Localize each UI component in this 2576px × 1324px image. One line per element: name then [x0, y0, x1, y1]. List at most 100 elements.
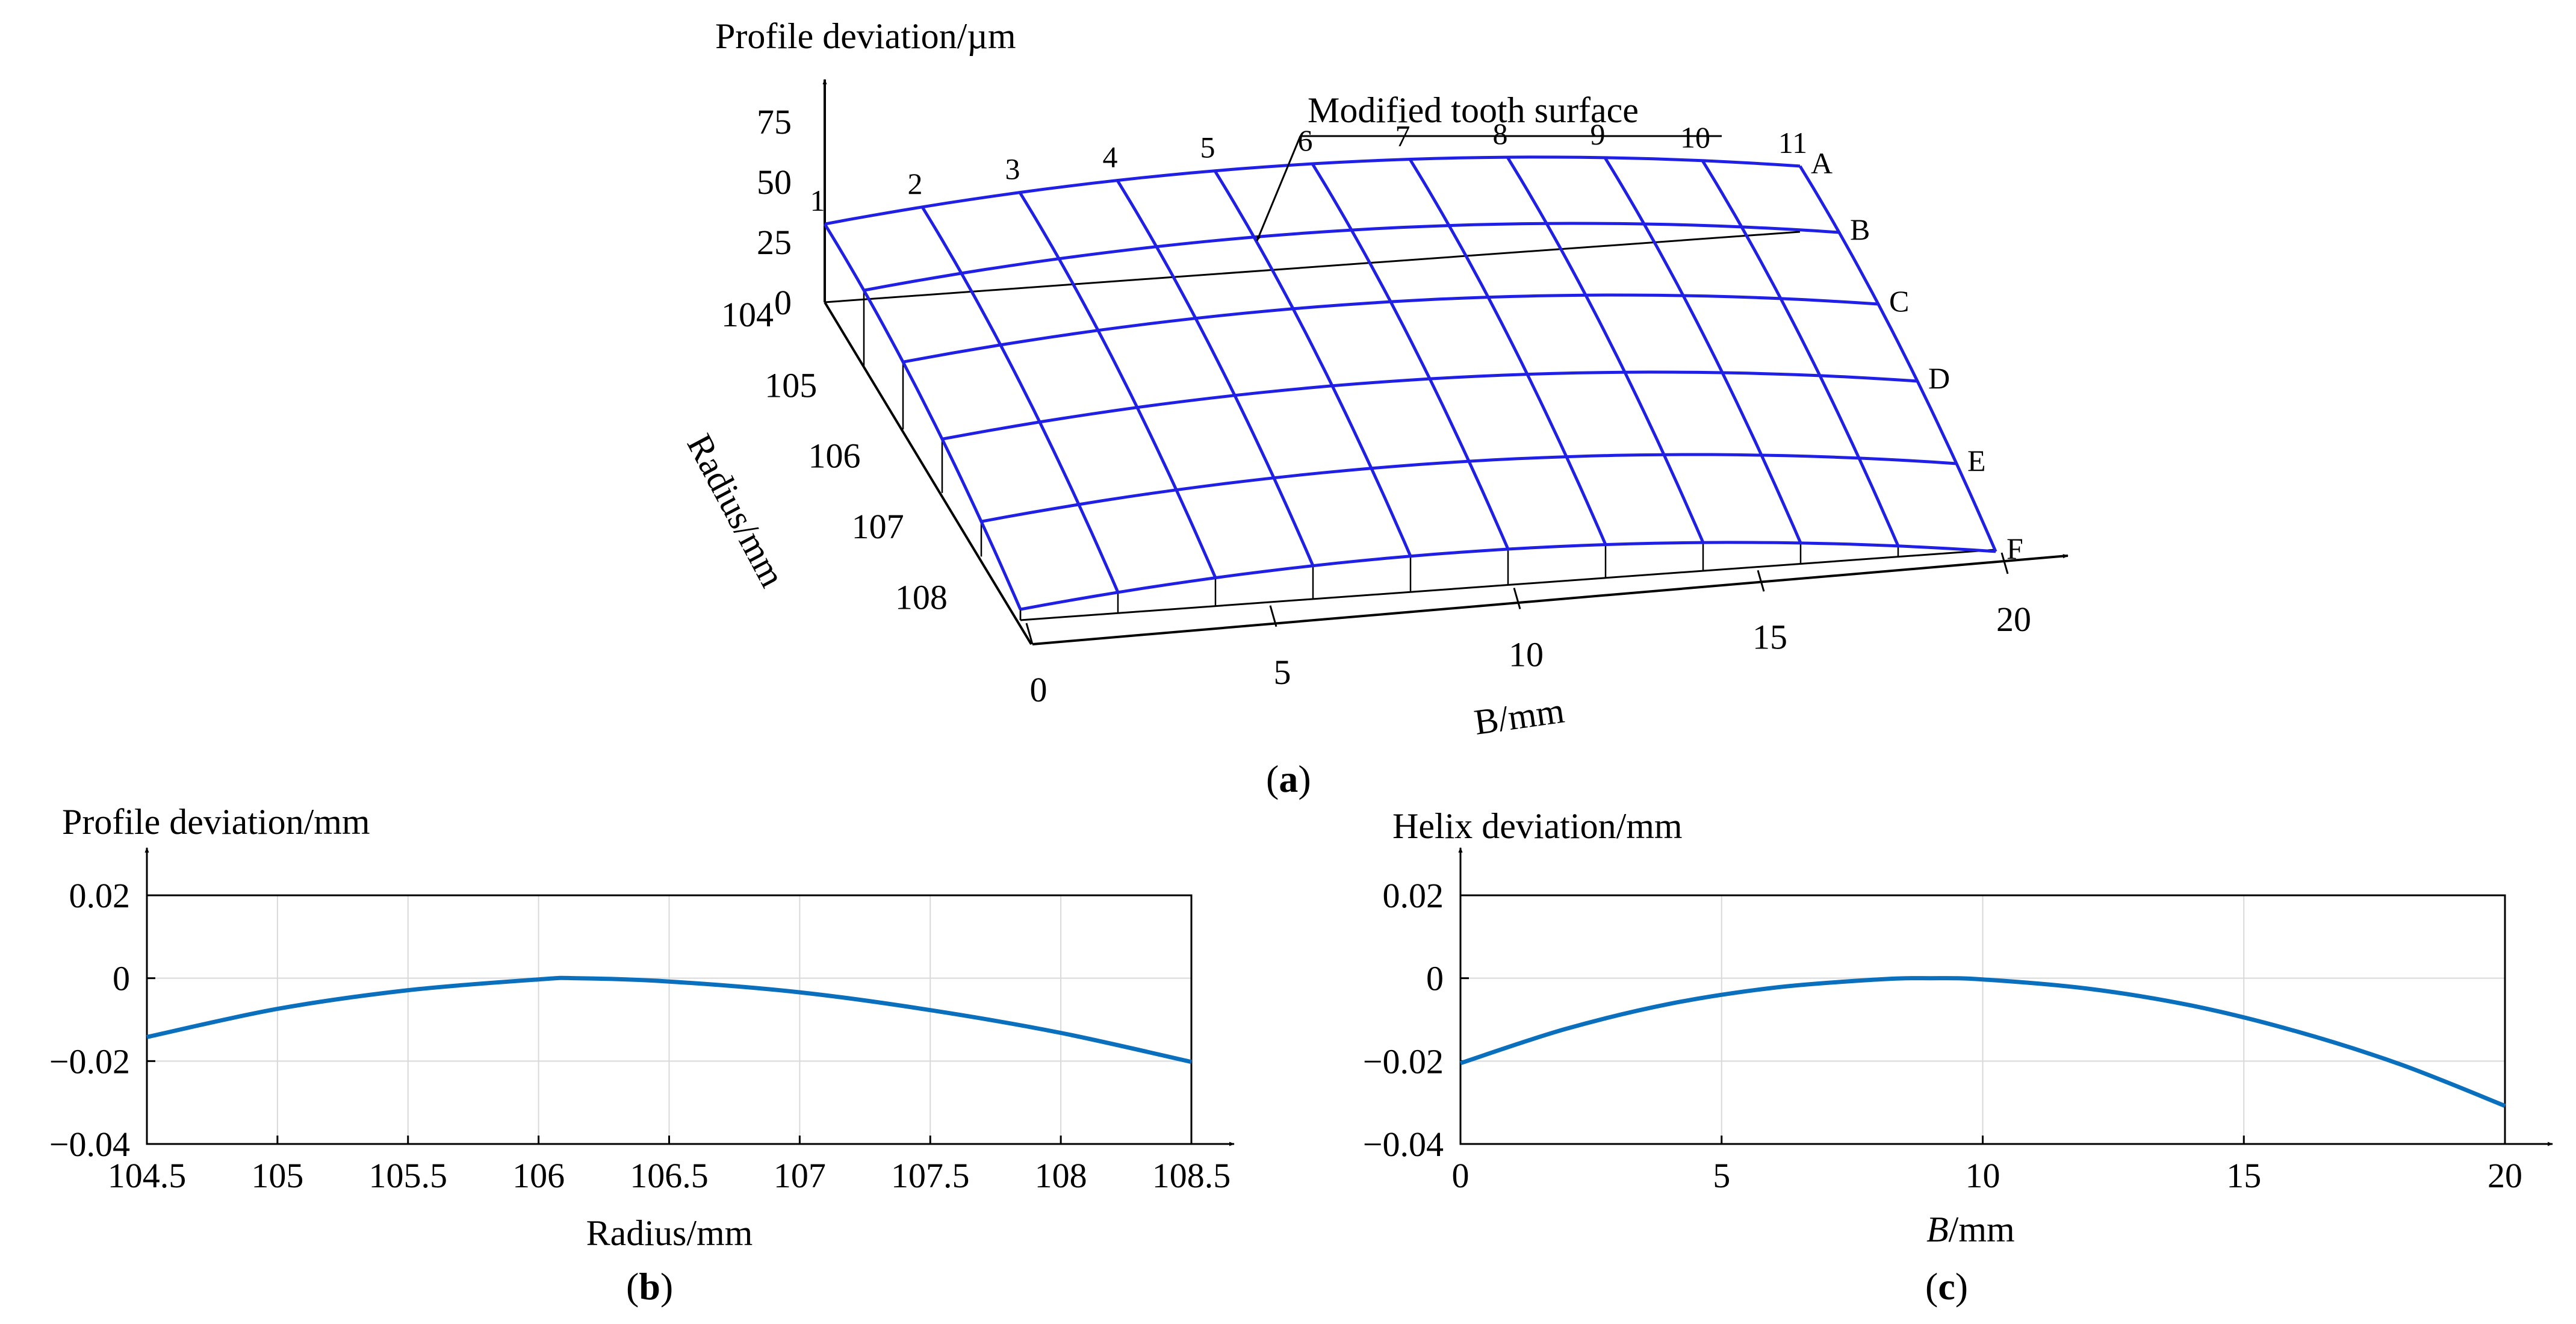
helix-x-title: B/mm [1926, 1210, 2015, 1249]
back-base-edge [824, 231, 1801, 303]
helix-line-label: 11 [1778, 126, 1807, 160]
helix-line-7 [1408, 158, 1607, 545]
profile-tick-labels: 104.5 105 105.5 106 106.5 107 107.5 108 108.5 0.0… [49, 876, 1231, 1195]
helix-line-label: 5 [1200, 131, 1215, 164]
helix-line-label: 1 [810, 184, 825, 217]
profile-x-tick-label: 108 [1035, 1156, 1087, 1195]
surface-axes [822, 79, 2069, 645]
profile-line-A [824, 155, 1801, 226]
helix-line-6 [1311, 163, 1510, 550]
profile-y-tick-label: −0.02 [49, 1042, 130, 1081]
profile-line-label: F [2006, 532, 2023, 565]
radius-tick-label: 104 [721, 295, 774, 334]
radius-tick-label: 106 [808, 437, 860, 476]
helix-line-11 [1798, 165, 1997, 552]
helix-line-label: 2 [908, 167, 923, 200]
profile-x-tick-label: 107 [774, 1156, 826, 1195]
radius-tick-label: 107 [852, 507, 904, 546]
helix-x-title-unit: /mm [1949, 1210, 2015, 1249]
helix-y-tick-label: −0.02 [1363, 1042, 1444, 1081]
z-tick-label: 0 [774, 283, 792, 322]
profile-x-tick-label: 107.5 [891, 1156, 970, 1195]
b-axis-line [1032, 554, 2069, 645]
caption-a-letter: a [1279, 757, 1298, 800]
helix-line-9 [1603, 157, 1802, 544]
helix-line-label: 10 [1680, 120, 1710, 154]
caption-c: (c) [1925, 1265, 1968, 1308]
helix-line-5 [1213, 170, 1412, 557]
z-axis-title: Profile deviation/µm [715, 16, 1016, 56]
radius-tick-label: 108 [895, 577, 948, 617]
profile-line-C [902, 293, 1879, 364]
helix-line-label: 4 [1103, 140, 1118, 174]
profile-line-B [863, 222, 1840, 292]
helix-x-title-var: B [1926, 1210, 1949, 1249]
profile-x-tick-label: 105 [251, 1156, 303, 1195]
b-tick-label: 15 [1752, 617, 1787, 656]
helix-line-label: 6 [1298, 123, 1313, 157]
helix-line-label: 3 [1005, 152, 1020, 186]
b-tick-mark [1269, 605, 1277, 627]
helix-line-2 [920, 206, 1120, 593]
helix-y-title: Helix deviation/mm [1392, 806, 1683, 846]
helix-deviation-curve [1459, 976, 2506, 1108]
helix-y-tick-label: −0.04 [1363, 1125, 1444, 1164]
helix-x-tick-label: 0 [1452, 1156, 1470, 1195]
profile-deviation-curve [146, 975, 1192, 1064]
caption-c-letter: c [1938, 1265, 1955, 1308]
profile-y-tick-label: 0 [113, 959, 130, 998]
b-tick-mark [1513, 588, 1521, 609]
profile-x-tick-label: 106 [512, 1156, 565, 1195]
b-tick-mark [1757, 570, 1765, 592]
profile-line-label: C [1889, 284, 1909, 318]
z-tick-label: 75 [757, 102, 792, 141]
profile-deviation-plot: 104.5 105 105.5 106 106.5 107 107.5 108 108.5 0.0… [49, 802, 1235, 1308]
helix-grid [1459, 894, 2506, 1145]
profile-x-tick-label: 108.5 [1152, 1156, 1231, 1195]
helix-x-tick-label: 15 [2226, 1156, 2261, 1195]
radius-axis-title: Radius/mm [680, 427, 793, 593]
helix-line-1 [823, 223, 1022, 611]
helix-line-label: 9 [1591, 117, 1606, 151]
caption-b: (b) [626, 1265, 673, 1308]
annotation-label: Modified tooth surface [1308, 90, 1639, 130]
helix-x-tick-label: 5 [1713, 1156, 1730, 1195]
caption-a: (a) [1266, 757, 1311, 800]
b-tick-label: 0 [1030, 670, 1047, 709]
z-tick-label: 50 [757, 163, 792, 202]
caption-b-letter: b [639, 1265, 660, 1308]
profile-x-tick-label: 105.5 [369, 1156, 448, 1195]
modified-tooth-surface-mesh [823, 155, 1997, 611]
helix-x-tick-label: 10 [1966, 1156, 2000, 1195]
radius-tick-label: 105 [765, 365, 817, 405]
profile-x-tick-label: 106.5 [630, 1156, 709, 1195]
profile-line-label: B [1850, 213, 1870, 246]
b-tick-mark [2000, 552, 2009, 574]
b-tick-label: 5 [1274, 653, 1291, 692]
profile-y-tick-label: −0.04 [49, 1125, 130, 1164]
helix-line-3 [1018, 191, 1217, 579]
z-tick-label: 25 [757, 223, 792, 262]
profile-line-label: D [1928, 361, 1950, 395]
b-tick-mark [1025, 623, 1034, 645]
radius-axis-line [824, 301, 1032, 645]
profile-y-tick-label: 0.02 [69, 876, 131, 915]
profile-x-title: Radius/mm [586, 1213, 753, 1253]
b-tick-label: 20 [1996, 600, 2031, 639]
profile-x-tick-label: 104.5 [108, 1156, 187, 1195]
helix-line-10 [1701, 160, 1900, 547]
helix-line-label: 8 [1493, 117, 1508, 151]
annotation-leader [1256, 135, 1302, 241]
b-tick-label: 10 [1509, 635, 1544, 674]
helix-deviation-plot: 0 5 10 15 20 0.02 0 −0.02 −0.04 Helix deviation/… [1363, 806, 2553, 1308]
helix-x-tick-label: 20 [2488, 1156, 2522, 1195]
helix-y-tick-label: 0 [1426, 959, 1444, 998]
b-axis-title: B/mm [1472, 691, 1567, 742]
front-base-edge [1020, 549, 1996, 621]
helix-line-8 [1506, 156, 1705, 544]
profile-line-label: A [1811, 146, 1833, 180]
